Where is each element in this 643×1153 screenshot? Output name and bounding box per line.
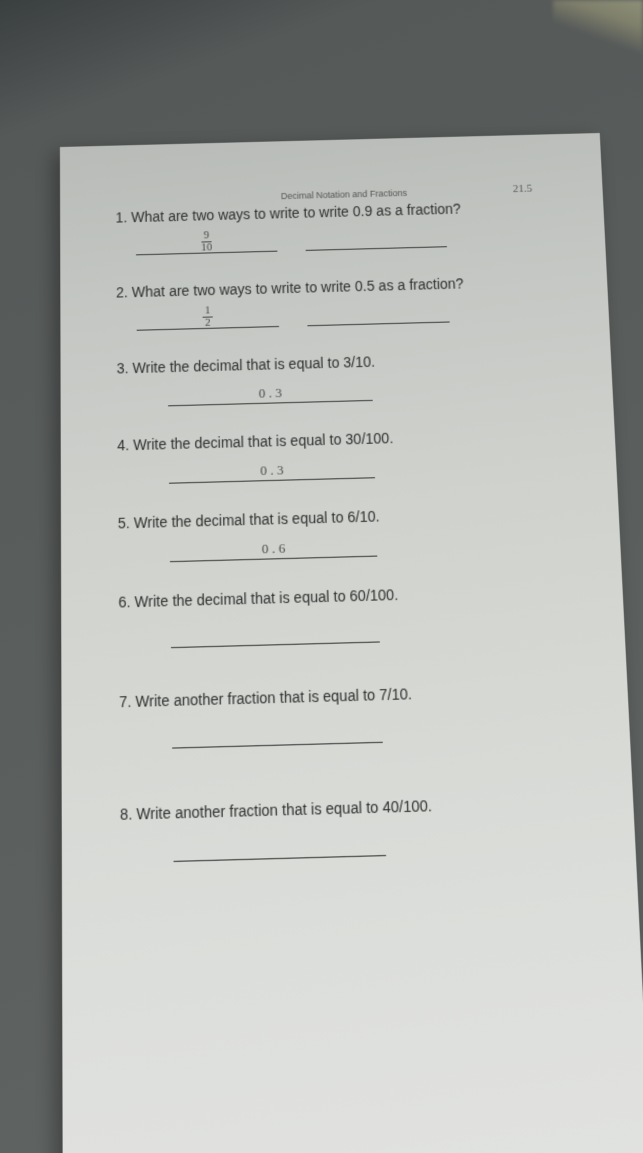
corner-clutter	[553, 0, 643, 60]
question-body: What are two ways to write to write 0.9 …	[131, 200, 461, 225]
question-5: 5. Write the decimal that is equal to 6/…	[118, 502, 590, 563]
question-body: Write another fraction that is equal to …	[136, 797, 432, 823]
answer-row: 0 . 3	[117, 371, 582, 408]
question-7: 7. Write another fraction that is equal …	[119, 680, 598, 750]
answer-row	[119, 604, 594, 649]
question-3: 3. Write the decimal that is equal to 3/…	[117, 348, 583, 408]
handwritten-fraction: 910	[199, 230, 214, 254]
question-8: 8. Write another fraction that is equal …	[120, 792, 604, 863]
question-number: 4.	[117, 436, 133, 453]
question-number: 1.	[115, 209, 131, 226]
answer-row: 0 . 3	[117, 447, 586, 485]
question-body: What are two ways to write to write 0.5 …	[132, 275, 464, 300]
handwritten-fraction: 12	[203, 305, 213, 329]
answer-row	[120, 817, 604, 864]
answer-blank-1: 12	[136, 302, 279, 330]
answer-blank-2	[305, 223, 447, 251]
question-number: 2.	[116, 284, 132, 301]
question-number: 3.	[117, 360, 133, 377]
answer-row: 12	[116, 295, 578, 332]
question-body: Write the decimal that is equal to 60/10…	[135, 586, 399, 610]
question-body: Write the decimal that is equal to 30/10…	[133, 430, 393, 454]
answer-blank-1: 910	[136, 227, 278, 255]
question-body: Write another fraction that is equal to …	[135, 685, 412, 710]
answer-blank-1: 0 . 3	[168, 376, 373, 406]
answer-row	[119, 704, 598, 750]
question-6: 6. Write the decimal that is equal to 60…	[118, 581, 593, 650]
questions-container: 1. What are two ways to write to write 0…	[115, 198, 603, 864]
question-2: 2. What are two ways to write to write 0…	[116, 272, 579, 331]
question-body: Write the decimal that is equal to 3/10.	[132, 353, 375, 376]
answer-blank-1	[171, 610, 380, 648]
question-4: 4. Write the decimal that is equal to 30…	[117, 424, 586, 485]
header-title: Decimal Notation and Fractions	[281, 188, 407, 201]
answer-blank-1	[172, 710, 383, 749]
answer-blank-1	[173, 823, 386, 862]
handwritten-answer: 0 . 6	[261, 540, 285, 558]
handwritten-answer: 0 . 3	[258, 385, 282, 402]
question-1: 1. What are two ways to write to write 0…	[115, 198, 575, 256]
question-number: 8.	[120, 805, 137, 823]
handwritten-answer: 0 . 3	[260, 462, 284, 479]
question-body: Write the decimal that is equal to 6/10.	[134, 508, 380, 532]
answer-blank-2	[307, 298, 450, 326]
answer-blank-1: 0 . 6	[170, 531, 378, 562]
question-number: 5.	[118, 514, 134, 531]
answer-blank-1: 0 . 3	[169, 453, 375, 484]
answer-row: 910	[116, 220, 575, 256]
worksheet-paper: Decimal Notation and Fractions 21.5 1. W…	[60, 133, 643, 1153]
question-number: 6.	[118, 593, 134, 611]
fraction-denominator: 2	[203, 317, 213, 329]
question-number: 7.	[119, 693, 135, 711]
fraction-denominator: 10	[199, 242, 214, 254]
answer-row: 0 . 6	[118, 525, 590, 563]
header-score: 21.5	[513, 183, 533, 196]
